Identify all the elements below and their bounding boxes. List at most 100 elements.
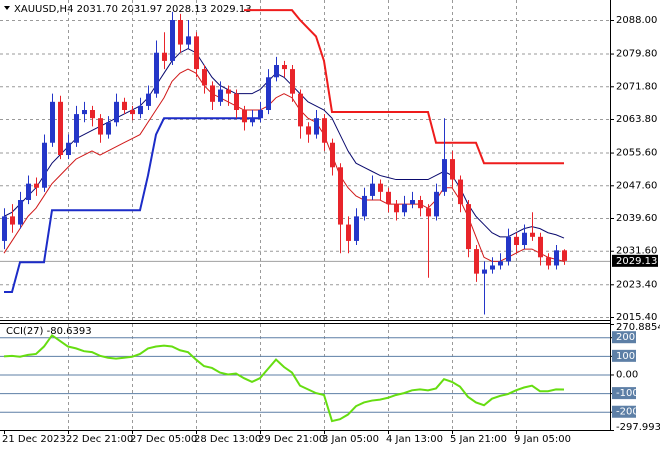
candle-body bbox=[10, 216, 15, 225]
y-tick-label: 2071.80 bbox=[616, 81, 657, 92]
candle-body bbox=[522, 232, 527, 246]
cci-line bbox=[3, 333, 565, 423]
x-tick-label: 27 Dec 05:00 bbox=[130, 434, 197, 445]
candle-body bbox=[2, 216, 7, 241]
candle-body bbox=[410, 200, 415, 205]
candle-body bbox=[186, 36, 191, 45]
y-tick-label: 2079.80 bbox=[616, 49, 657, 60]
y-tick-label: 2023.40 bbox=[616, 279, 657, 290]
y-tick-label: 2039.60 bbox=[616, 213, 657, 224]
candle-body bbox=[282, 65, 287, 70]
candle-body bbox=[458, 179, 463, 205]
indicator-line bbox=[4, 117, 260, 294]
candle-body bbox=[50, 101, 55, 143]
candle-body bbox=[370, 183, 375, 196]
x-tick-label: 9 Jan 05:00 bbox=[514, 434, 571, 445]
candle-body bbox=[170, 20, 175, 61]
candle-body bbox=[98, 118, 103, 135]
y-tick-label: 2055.60 bbox=[616, 148, 657, 159]
candle-body bbox=[402, 204, 407, 213]
x-tick-label: 3 Jan 05:00 bbox=[322, 434, 379, 445]
candle-body bbox=[82, 110, 87, 115]
price-label: 2029.13 bbox=[616, 256, 657, 267]
candle-body bbox=[498, 261, 503, 266]
candle-body bbox=[418, 200, 423, 209]
candle-body bbox=[562, 250, 567, 261]
candle-body bbox=[202, 69, 207, 86]
y-tick-label: -100 bbox=[616, 388, 639, 399]
candle-body bbox=[354, 216, 359, 241]
level-label-box bbox=[612, 349, 636, 362]
candle-body bbox=[426, 208, 431, 217]
candle-body bbox=[362, 195, 367, 217]
chart-title: XAUUSD,H4 2031.70 2031.97 2028.13 2029.1… bbox=[14, 4, 252, 15]
candle-body bbox=[298, 93, 303, 127]
y-tick-label: 2063.80 bbox=[616, 114, 657, 125]
candle-body bbox=[242, 110, 247, 123]
x-tick-label: 4 Jan 13:00 bbox=[386, 434, 443, 445]
x-tick-label: 29 Dec 21:00 bbox=[258, 434, 325, 445]
candle-body bbox=[34, 183, 39, 188]
candle-body bbox=[178, 20, 183, 45]
candle-body bbox=[434, 191, 439, 217]
y-tick-label: 2088.00 bbox=[616, 15, 657, 26]
candle-body bbox=[442, 159, 447, 192]
y-tick-label: -200 bbox=[616, 407, 639, 418]
candle-body bbox=[146, 93, 151, 106]
candle-body bbox=[306, 126, 311, 135]
price-label-box bbox=[612, 254, 658, 267]
y-tick-label: 100 bbox=[616, 351, 635, 362]
candle-body bbox=[466, 204, 471, 250]
level-label-box bbox=[612, 405, 636, 418]
candle-body bbox=[346, 224, 351, 241]
candle-body bbox=[218, 89, 223, 102]
y-tick-label: 2031.60 bbox=[616, 246, 657, 257]
indicator-title: CCI(27) -80.6393 bbox=[6, 326, 92, 337]
candle-body bbox=[154, 52, 159, 94]
candle-body bbox=[338, 167, 343, 225]
y-tick-label: 2015.40 bbox=[616, 312, 657, 323]
candle-body bbox=[330, 142, 335, 168]
candle-body bbox=[394, 204, 399, 213]
x-tick-label: 21 Dec 2023 bbox=[2, 434, 66, 445]
candle-body bbox=[58, 101, 63, 156]
candle-body bbox=[274, 65, 279, 78]
candle-body bbox=[450, 159, 455, 180]
y-tick-label: 0.00 bbox=[616, 369, 638, 380]
candle-body bbox=[314, 118, 319, 135]
candle-body bbox=[90, 110, 95, 119]
candle-body bbox=[290, 69, 295, 94]
candle-body bbox=[258, 110, 263, 119]
candle-body bbox=[194, 36, 199, 70]
candle-body bbox=[474, 249, 479, 274]
candle-body bbox=[322, 118, 327, 143]
x-tick-label: 5 Jan 21:00 bbox=[450, 434, 507, 445]
candle-body bbox=[106, 122, 111, 135]
candle-body bbox=[210, 85, 215, 102]
candle-body bbox=[114, 101, 119, 123]
candle-body bbox=[538, 236, 543, 258]
candle-body bbox=[74, 114, 79, 143]
menu-arrow bbox=[4, 6, 10, 10]
candle-body bbox=[554, 250, 559, 266]
candle-body bbox=[546, 257, 551, 266]
candle-body bbox=[66, 142, 71, 156]
y-tick-label: -297.9937 bbox=[616, 422, 660, 433]
candle-body bbox=[250, 118, 255, 123]
candle-body bbox=[386, 191, 391, 205]
level-label-box bbox=[612, 387, 636, 400]
y-tick-label: 270.8854 bbox=[616, 322, 660, 333]
indicator-line bbox=[244, 9, 564, 165]
candle-body bbox=[162, 52, 167, 61]
candle-body bbox=[234, 93, 239, 111]
candle-body bbox=[378, 183, 383, 192]
level-label-box bbox=[612, 331, 636, 344]
candle-body bbox=[506, 236, 511, 262]
candle-body bbox=[490, 265, 495, 270]
y-tick-label: 200 bbox=[616, 332, 635, 343]
candle-body bbox=[266, 77, 271, 111]
candle-body bbox=[226, 89, 231, 94]
candle-body bbox=[482, 269, 487, 274]
